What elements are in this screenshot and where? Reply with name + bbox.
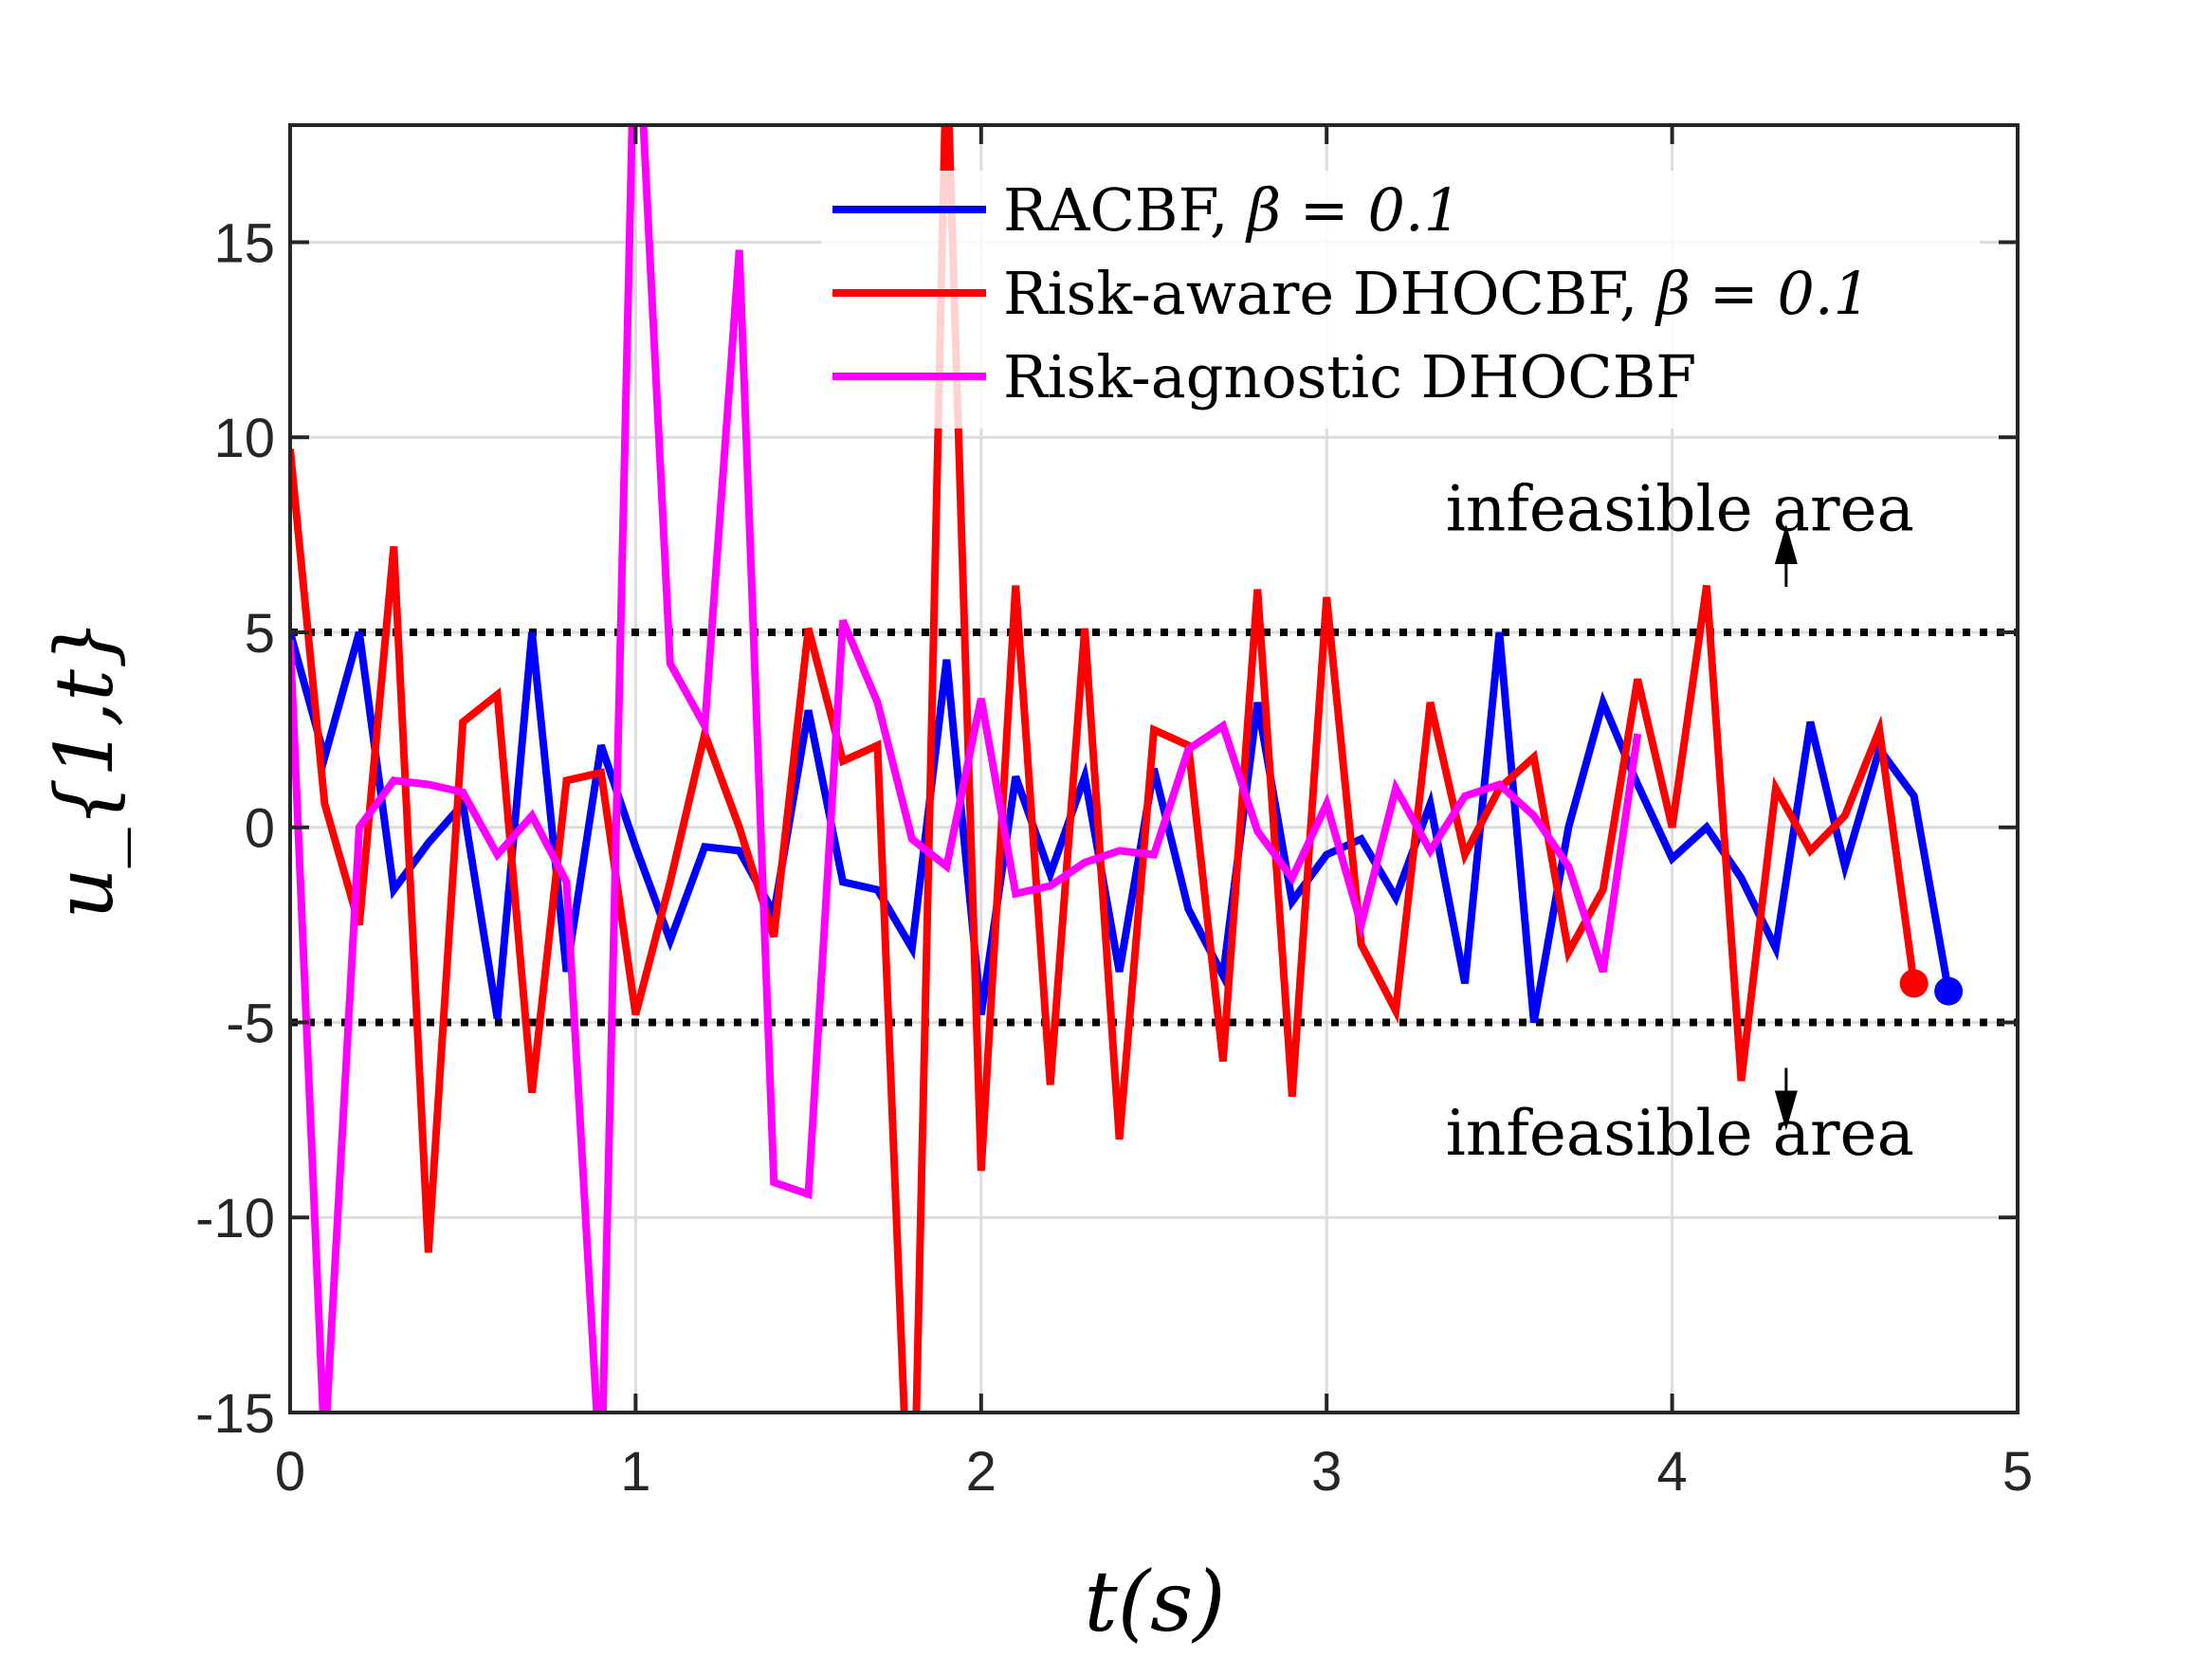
end-point-marker xyxy=(1934,976,1964,1006)
annotation-text: infeasible area xyxy=(1446,472,1914,545)
x-tick-label: 4 xyxy=(1656,1441,1687,1503)
annotation-text: infeasible area xyxy=(1446,1097,1914,1170)
x-tick-label: 1 xyxy=(620,1441,650,1503)
x-tick-label: 0 xyxy=(275,1441,305,1503)
legend-label-text: Risk-aware DHOCBF, xyxy=(1003,259,1656,328)
y-tick-label: 0 xyxy=(245,798,275,860)
series-line xyxy=(290,125,1918,1413)
y-tick-label: 10 xyxy=(213,408,275,469)
end-markers xyxy=(1899,969,1964,1006)
y-axis-label: u_{1,t} xyxy=(38,619,131,920)
y-tick-label: -5 xyxy=(226,993,275,1054)
axis-ticks: 0 1 2 3 4 5 -15 -10 -5 0 5 10 15 xyxy=(195,125,2033,1503)
series-line xyxy=(290,125,1642,1413)
reference-lines xyxy=(290,628,2018,1027)
y-tick-label: 15 xyxy=(213,212,275,274)
legend-label: RACBF, β = 0.1 xyxy=(1003,175,1461,245)
x-tick-label: 2 xyxy=(966,1441,996,1503)
legend-label-text: RACBF, xyxy=(1003,175,1247,245)
y-axis-label-group: u_{1,t} xyxy=(38,619,131,920)
legend-label-math: β = 0.1 xyxy=(1245,175,1461,245)
legend-label: Risk-agnostic DHOCBF xyxy=(1003,342,1696,411)
legend-box xyxy=(821,171,1980,428)
y-tick-label: -10 xyxy=(195,1188,275,1249)
legend-label-math: β = 0.1 xyxy=(1654,259,1871,328)
series-lines xyxy=(290,125,1953,1413)
x-tick-label: 3 xyxy=(1311,1441,1342,1503)
y-tick-label: -15 xyxy=(195,1383,275,1445)
series-line xyxy=(290,630,1953,1024)
annotation-arrow-head xyxy=(1774,1090,1798,1131)
legend-label: Risk-aware DHOCBF, β = 0.1 xyxy=(1003,259,1871,328)
x-axis-label: t(s) xyxy=(1084,1553,1225,1650)
legend-label-text: Risk-agnostic DHOCBF xyxy=(1003,342,1696,411)
annotation-arrow-head xyxy=(1774,523,1798,564)
y-tick-label: 5 xyxy=(245,603,275,665)
x-tick-label: 5 xyxy=(2002,1441,2033,1503)
end-point-marker xyxy=(1899,969,1929,998)
plot-area-frame xyxy=(288,123,2020,1414)
annotations: infeasible area infeasible area xyxy=(1446,472,1914,1169)
